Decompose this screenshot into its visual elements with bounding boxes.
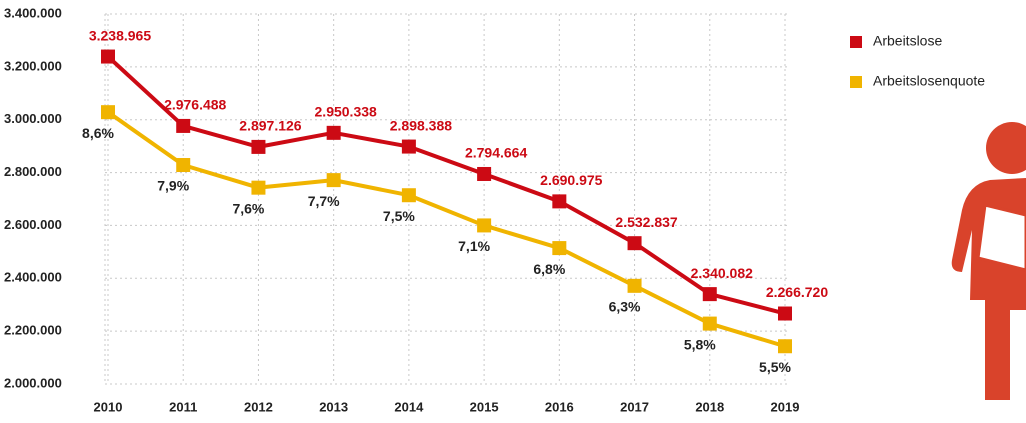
x-tick-label: 2018 — [695, 399, 724, 414]
value-label: 6,3% — [609, 299, 641, 315]
x-tick-label: 2019 — [771, 399, 800, 414]
point-marker — [552, 241, 567, 256]
point-marker — [552, 194, 567, 209]
y-tick-label: 3.400.000 — [4, 5, 62, 20]
legend-label: Arbeitslose — [873, 33, 942, 49]
point-marker — [251, 180, 266, 195]
x-tick-label: 2013 — [319, 399, 348, 414]
value-label: 2.794.664 — [465, 145, 527, 161]
series-line — [106, 55, 786, 316]
y-tick-label: 3.200.000 — [4, 58, 62, 73]
point-marker — [702, 287, 717, 302]
x-tick-label: 2010 — [94, 399, 123, 414]
point-marker — [326, 125, 341, 140]
value-label: 2.690.975 — [540, 172, 602, 188]
series-line — [106, 110, 786, 349]
point-marker — [176, 158, 191, 173]
value-label: 7,1% — [458, 238, 490, 254]
legend-swatch — [850, 76, 862, 88]
y-tick-label: 3.000.000 — [4, 111, 62, 126]
value-label: 8,6% — [82, 125, 114, 141]
legend-swatch — [850, 36, 862, 48]
x-tick-label: 2016 — [545, 399, 574, 414]
point-marker — [176, 118, 191, 133]
legend-label: Arbeitslosenquote — [873, 73, 985, 89]
point-marker — [778, 306, 792, 321]
x-tick-label: 2015 — [470, 399, 499, 414]
value-label: 3.238.965 — [89, 27, 151, 43]
y-tick-label: 2.400.000 — [4, 270, 62, 285]
value-label: 5,5% — [759, 359, 791, 375]
point-marker — [401, 139, 416, 154]
point-marker — [477, 218, 492, 233]
y-tick-label: 2.000.000 — [4, 375, 62, 390]
point-marker — [401, 188, 416, 203]
value-label: 7,6% — [232, 200, 264, 216]
value-label: 7,5% — [383, 208, 415, 224]
value-label: 2.898.388 — [390, 117, 452, 133]
x-tick-label: 2012 — [244, 399, 273, 414]
value-label: 7,9% — [157, 178, 189, 194]
point-marker — [477, 166, 492, 181]
value-label: 2.340.082 — [691, 265, 753, 281]
value-label: 2.950.338 — [315, 104, 377, 120]
point-marker — [101, 49, 115, 64]
point-marker — [251, 139, 266, 154]
x-tick-label: 2017 — [620, 399, 649, 414]
point-marker — [326, 173, 341, 188]
point-marker — [702, 316, 717, 331]
value-label: 2.976.488 — [164, 97, 226, 113]
y-tick-label: 2.200.000 — [4, 323, 62, 338]
person-icon — [951, 122, 1026, 400]
x-tick-label: 2014 — [394, 399, 424, 414]
value-label: 7,7% — [308, 193, 340, 209]
value-label: 2.532.837 — [615, 214, 677, 230]
value-label: 6,8% — [533, 261, 565, 277]
value-label: 2.897.126 — [239, 118, 301, 134]
point-marker — [101, 105, 115, 120]
point-marker — [627, 236, 642, 251]
point-marker — [627, 278, 642, 293]
y-tick-label: 2.800.000 — [4, 164, 62, 179]
y-tick-label: 2.600.000 — [4, 217, 62, 232]
value-label: 5,8% — [684, 336, 716, 352]
value-label: 2.266.720 — [766, 284, 828, 300]
x-tick-label: 2011 — [169, 399, 197, 414]
point-marker — [778, 339, 792, 354]
